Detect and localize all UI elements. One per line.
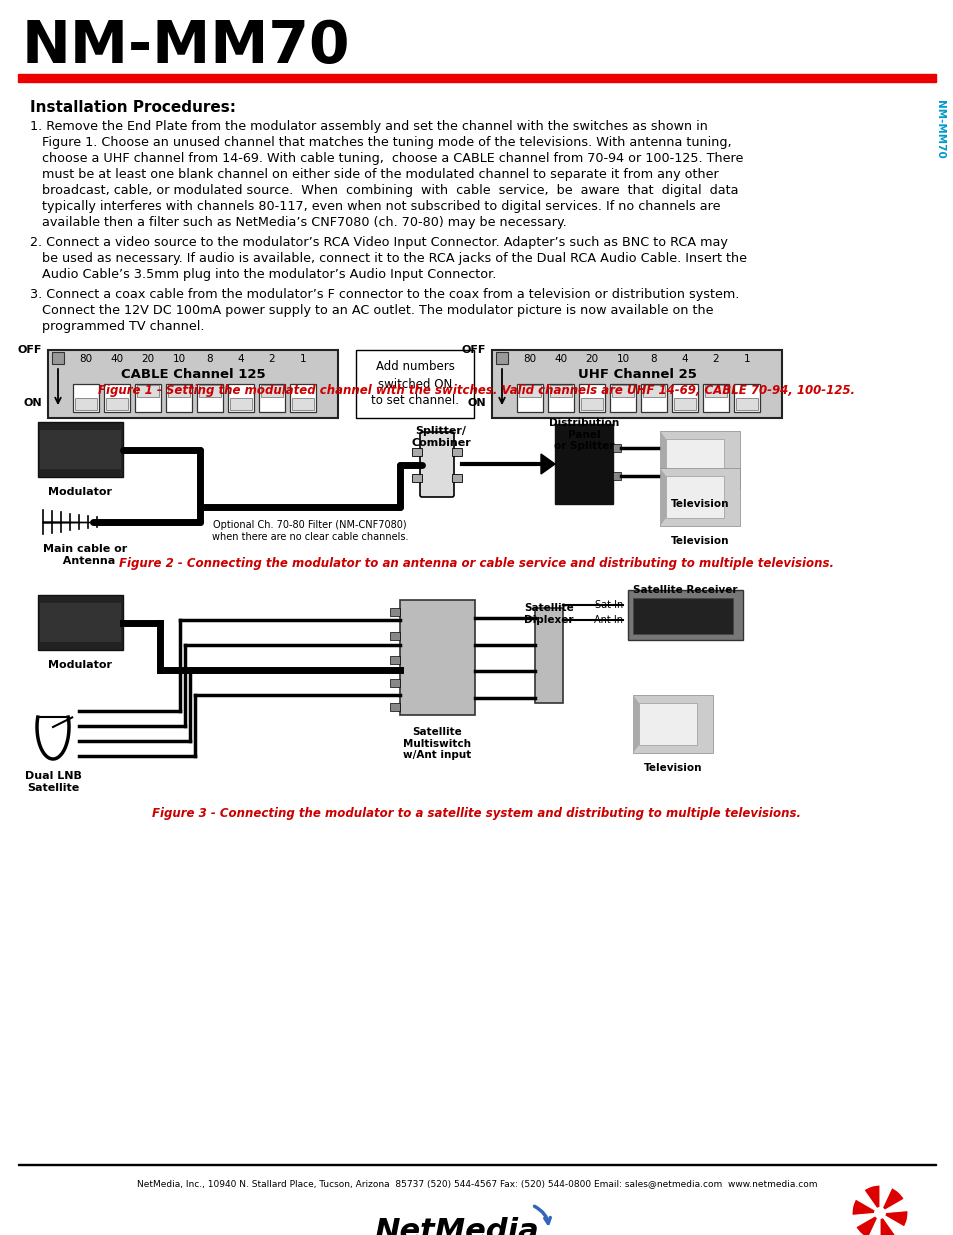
Text: must be at least one blank channel on either side of the modulated channel to se: must be at least one blank channel on ei… bbox=[30, 168, 718, 182]
Text: 2: 2 bbox=[269, 354, 275, 364]
Bar bbox=[580, 398, 602, 410]
Text: 2: 2 bbox=[712, 354, 719, 364]
Wedge shape bbox=[851, 1199, 879, 1215]
Bar bbox=[613, 472, 620, 480]
Bar bbox=[290, 384, 315, 412]
Text: ON: ON bbox=[467, 398, 485, 408]
Bar bbox=[390, 679, 399, 687]
Bar bbox=[640, 384, 666, 412]
Text: Dual LNB
Satellite: Dual LNB Satellite bbox=[25, 771, 81, 793]
Text: 20: 20 bbox=[141, 354, 154, 364]
Text: 20: 20 bbox=[585, 354, 598, 364]
Text: Television: Television bbox=[643, 763, 701, 773]
Bar bbox=[135, 384, 161, 412]
Bar bbox=[199, 385, 221, 396]
Bar bbox=[452, 473, 461, 482]
Text: 8: 8 bbox=[650, 354, 657, 364]
Bar bbox=[518, 385, 540, 396]
Bar bbox=[399, 600, 475, 715]
Text: broadcast, cable, or modulated source.  When  combining  with  cable  service,  : broadcast, cable, or modulated source. W… bbox=[30, 184, 738, 198]
FancyBboxPatch shape bbox=[419, 432, 454, 496]
Polygon shape bbox=[633, 695, 639, 753]
Bar bbox=[702, 384, 728, 412]
Bar bbox=[609, 384, 636, 412]
Bar bbox=[555, 424, 613, 504]
Text: Ant In: Ant In bbox=[594, 615, 622, 625]
Text: 80: 80 bbox=[523, 354, 536, 364]
Bar bbox=[665, 475, 723, 517]
Bar bbox=[633, 695, 712, 753]
Text: Satellite Receiver: Satellite Receiver bbox=[633, 585, 737, 595]
Text: Figure 3 - Connecting the modulator to a satellite system and distributing to mu: Figure 3 - Connecting the modulator to a… bbox=[152, 806, 801, 820]
Bar bbox=[355, 350, 474, 417]
Text: Television: Television bbox=[670, 499, 728, 509]
Text: 1: 1 bbox=[743, 354, 749, 364]
Polygon shape bbox=[659, 431, 665, 489]
Text: NetMedia: NetMedia bbox=[375, 1216, 538, 1235]
Text: NetMedia, Inc., 10940 N. Stallard Place, Tucson, Arizona  85737 (520) 544-4567 F: NetMedia, Inc., 10940 N. Stallard Place,… bbox=[136, 1179, 817, 1188]
Text: choose a UHF channel from 14-69. With cable tuning,  choose a CABLE channel from: choose a UHF channel from 14-69. With ca… bbox=[30, 152, 742, 165]
Text: Distribution
Panel
or Splitter: Distribution Panel or Splitter bbox=[548, 417, 618, 451]
Text: programmed TV channel.: programmed TV channel. bbox=[30, 320, 204, 333]
Text: Sat In: Sat In bbox=[594, 600, 622, 610]
Text: Modulator: Modulator bbox=[49, 487, 112, 496]
Text: be used as necessary. If audio is available, connect it to the RCA jacks of the : be used as necessary. If audio is availa… bbox=[30, 252, 746, 266]
Text: 10: 10 bbox=[616, 354, 629, 364]
Bar bbox=[452, 447, 461, 456]
Text: 40: 40 bbox=[554, 354, 567, 364]
Bar bbox=[390, 656, 399, 663]
Text: ON: ON bbox=[24, 398, 42, 408]
Text: Splitter/
Combiner: Splitter/ Combiner bbox=[411, 426, 471, 447]
Bar bbox=[168, 385, 190, 396]
Text: 4: 4 bbox=[681, 354, 688, 364]
Bar bbox=[659, 468, 740, 526]
Text: Television: Television bbox=[670, 536, 728, 546]
Bar bbox=[733, 384, 760, 412]
Text: Figure 2 - Connecting the modulator to an antenna or cable service and distribut: Figure 2 - Connecting the modulator to a… bbox=[119, 557, 834, 571]
Text: NM-MM70: NM-MM70 bbox=[934, 100, 944, 159]
Text: 40: 40 bbox=[111, 354, 124, 364]
Text: Connect the 12V DC 100mA power supply to an AC outlet. The modulator picture is : Connect the 12V DC 100mA power supply to… bbox=[30, 304, 713, 317]
Bar bbox=[390, 608, 399, 616]
Text: Figure 1 - Setting the modulated channel with the switches. Valid channels are U: Figure 1 - Setting the modulated channel… bbox=[98, 384, 855, 396]
Bar bbox=[137, 385, 159, 396]
Bar bbox=[671, 384, 698, 412]
Text: OFF: OFF bbox=[17, 345, 42, 354]
Bar bbox=[633, 598, 732, 634]
Bar bbox=[390, 632, 399, 640]
Text: typically interferes with channels 80-117, even when not subscribed to digital s: typically interferes with channels 80-11… bbox=[30, 200, 720, 212]
Text: Installation Procedures:: Installation Procedures: bbox=[30, 100, 235, 115]
Text: CABLE Channel 125: CABLE Channel 125 bbox=[121, 368, 265, 382]
Bar bbox=[390, 703, 399, 711]
Circle shape bbox=[45, 625, 55, 636]
Bar bbox=[627, 590, 742, 640]
Bar bbox=[38, 595, 123, 650]
Text: Optional Ch. 70-80 Filter (NM-CNF7080)
when there are no clear cable channels.: Optional Ch. 70-80 Filter (NM-CNF7080) w… bbox=[212, 520, 408, 542]
Wedge shape bbox=[855, 1213, 879, 1235]
Bar bbox=[639, 703, 697, 745]
Bar bbox=[704, 385, 726, 396]
Text: Satellite
Diplexer: Satellite Diplexer bbox=[523, 603, 574, 625]
Text: UHF Channel 25: UHF Channel 25 bbox=[577, 368, 696, 382]
Bar bbox=[496, 352, 507, 364]
Circle shape bbox=[61, 625, 71, 636]
Bar bbox=[642, 385, 664, 396]
Bar bbox=[613, 445, 620, 452]
Bar bbox=[659, 431, 740, 489]
Text: 3. Connect a coax cable from the modulator’s F connector to the coax from a tele: 3. Connect a coax cable from the modulat… bbox=[30, 288, 739, 301]
Text: Main cable or
  Antenna: Main cable or Antenna bbox=[43, 543, 127, 566]
Bar bbox=[40, 603, 121, 642]
Text: 1. Remove the End Plate from the modulator assembly and set the channel with the: 1. Remove the End Plate from the modulat… bbox=[30, 120, 707, 133]
Bar bbox=[412, 473, 421, 482]
Bar bbox=[673, 398, 696, 410]
Bar bbox=[230, 398, 252, 410]
Text: Modulator: Modulator bbox=[49, 659, 112, 671]
Text: 2. Connect a video source to the modulator’s RCA Video Input Connector. Adapter’: 2. Connect a video source to the modulat… bbox=[30, 236, 727, 249]
Text: Add numbers
switched ON
to set channel.: Add numbers switched ON to set channel. bbox=[371, 361, 458, 408]
Text: 80: 80 bbox=[79, 354, 92, 364]
Bar bbox=[665, 438, 723, 480]
Text: OFF: OFF bbox=[461, 345, 485, 354]
Bar bbox=[196, 384, 223, 412]
Bar bbox=[73, 384, 99, 412]
Text: 1: 1 bbox=[299, 354, 306, 364]
